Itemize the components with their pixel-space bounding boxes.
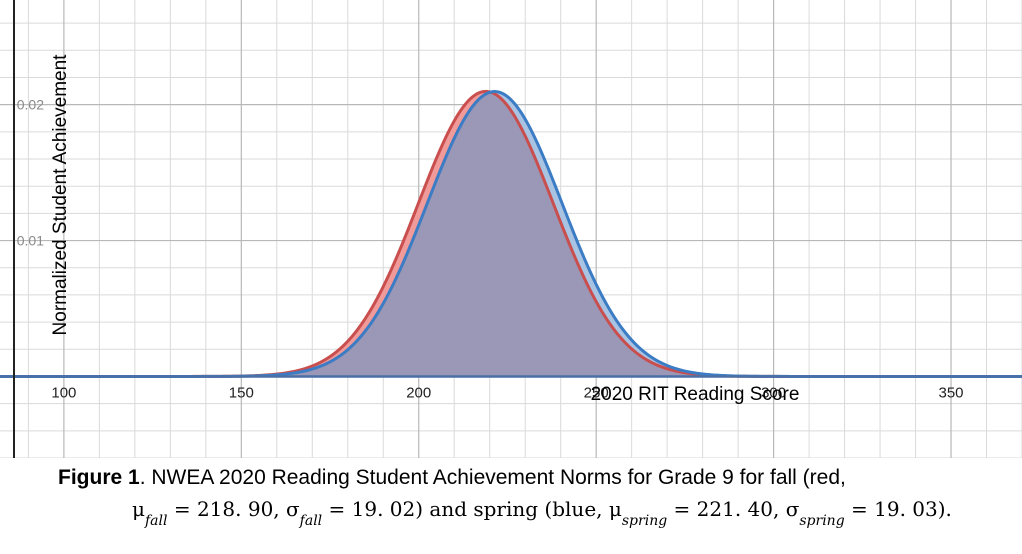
- mu-fall-symbol: μ: [132, 497, 145, 521]
- x-axis-label: 2020 RIT Reading Score: [591, 384, 800, 405]
- x-tick-label: 100: [51, 384, 76, 401]
- figure-caption-line-2: μfall = 218. 90, σfall = 19. 02) and spr…: [0, 497, 1022, 529]
- mu-spring-value: = 221. 40,: [667, 497, 786, 521]
- mu-spring-symbol: μ: [608, 497, 622, 521]
- y-tick-label: 0.01: [17, 233, 44, 249]
- y-axis-label: Normalized Student Achievement: [50, 54, 71, 336]
- y-tick-label: 0.02: [17, 97, 44, 113]
- sigma-spring-value: = 19. 03).: [844, 497, 952, 521]
- mu-fall-value: = 218. 90,: [167, 497, 287, 521]
- sigma-fall-value: = 19. 02) and spring (blue,: [322, 497, 609, 521]
- sigma-fall-symbol: σ: [286, 497, 300, 521]
- overlap-area: [0, 92, 1022, 377]
- sigma-spring-symbol: σ: [785, 497, 800, 521]
- x-tick-label: 250: [584, 384, 609, 401]
- spring-subscript: spring: [621, 513, 668, 529]
- distribution-areas: [0, 91, 1022, 377]
- caption-text-line-1: . NWEA 2020 Reading Student Achievement …: [139, 466, 846, 489]
- x-tick-label: 300: [761, 384, 786, 401]
- fall-subscript-sigma: fall: [299, 513, 323, 529]
- chart-plot: 100 150 200 250 300 350 0.01 0.02 2020 RIT Read…: [0, 0, 1022, 458]
- spring-subscript-sigma: spring: [799, 513, 845, 529]
- tick-labels: 100 150 200 250 300 350 0.01 0.02: [17, 97, 964, 402]
- fall-subscript: fall: [145, 513, 168, 529]
- x-tick-label: 150: [229, 384, 254, 401]
- axes: [0, 0, 1022, 458]
- x-tick-label: 350: [939, 384, 964, 401]
- figure-caption-line-1: Figure 1. NWEA 2020 Reading Student Achi…: [0, 466, 1022, 490]
- figure-label: Figure 1: [58, 466, 140, 489]
- x-tick-label: 200: [406, 384, 431, 401]
